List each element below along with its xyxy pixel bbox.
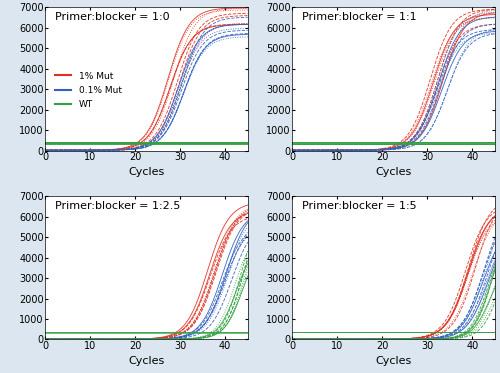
Text: Primer:blocker = 1:5: Primer:blocker = 1:5 bbox=[302, 201, 417, 211]
X-axis label: Cycles: Cycles bbox=[376, 356, 412, 366]
Text: Primer:blocker = 1:0: Primer:blocker = 1:0 bbox=[55, 12, 170, 22]
X-axis label: Cycles: Cycles bbox=[376, 167, 412, 178]
X-axis label: Cycles: Cycles bbox=[128, 356, 164, 366]
Text: Primer:blocker = 1:1: Primer:blocker = 1:1 bbox=[302, 12, 417, 22]
Text: Primer:blocker = 1:2.5: Primer:blocker = 1:2.5 bbox=[55, 201, 180, 211]
Legend: 1% Mut, 0.1% Mut, WT: 1% Mut, 0.1% Mut, WT bbox=[52, 68, 125, 113]
X-axis label: Cycles: Cycles bbox=[128, 167, 164, 178]
